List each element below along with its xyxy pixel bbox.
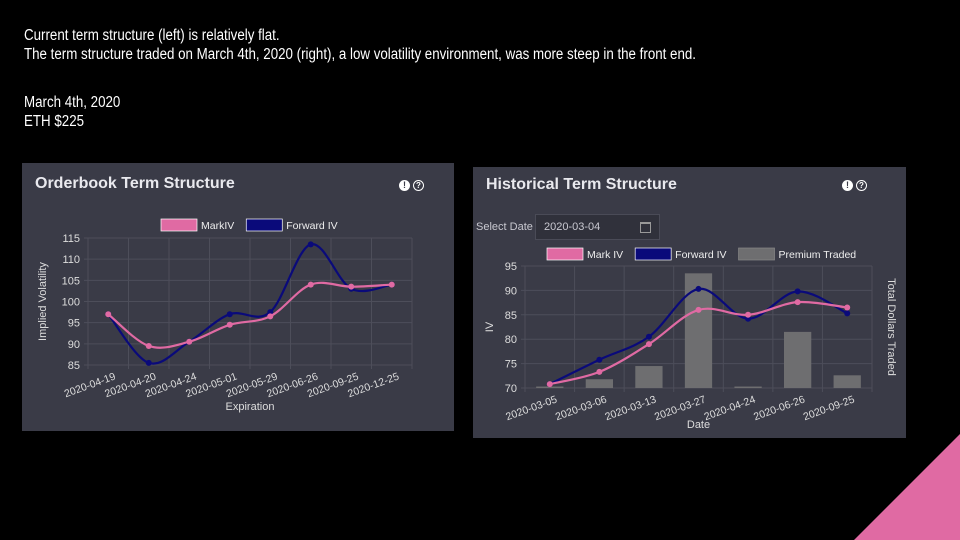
legend-label: Mark IV (587, 249, 623, 261)
data-point (307, 281, 314, 288)
data-point (267, 309, 274, 316)
x-tick-label: 2020-03-06 (554, 393, 609, 423)
y-tick-label: 90 (505, 285, 517, 297)
exclamation-icon[interactable]: ! (399, 180, 410, 191)
data-point (844, 304, 851, 311)
historical-chart: 70 75 80 85 90 95 2020-03-052020-03-062020-03-… (484, 247, 897, 431)
premium-bar (734, 386, 762, 388)
panel-title: Orderbook Term Structure (35, 175, 235, 192)
data-point (105, 311, 112, 318)
data-point (645, 341, 652, 348)
premium-bar (635, 366, 663, 388)
x-axis-label: Date (687, 419, 710, 431)
y-tick-label: 95 (505, 261, 517, 273)
y-tick-label: 100 (62, 297, 80, 309)
y-tick-label: 75 (505, 359, 517, 371)
y-axis-label: Implied Volatility (37, 262, 49, 341)
data-point (645, 333, 652, 340)
exclamation-icon[interactable]: ! (842, 180, 853, 191)
legend-swatch (546, 247, 584, 261)
y-axis-label: IV (484, 321, 496, 332)
legend-swatch (160, 218, 198, 232)
historical-panel: Historical Term Structure ! ? Select Dat… (473, 167, 906, 438)
data-point (596, 356, 603, 363)
legend-swatch (245, 218, 283, 232)
legend-swatch (738, 247, 775, 261)
panel-title: Historical Term Structure (486, 176, 677, 193)
legend-label: MarkIV (201, 220, 234, 232)
accent-triangle (854, 434, 960, 540)
date-value: 2020-03-04 (544, 221, 601, 233)
y-tick-label: 110 (62, 254, 80, 266)
slide-line-1: Current term structure (left) is relativ… (24, 27, 280, 44)
data-point (226, 321, 233, 328)
premium-bar (536, 386, 564, 388)
data-point (145, 359, 152, 366)
orderbook-panel: Orderbook Term Structure ! ? 85 90 95 100 10… (22, 163, 454, 431)
legend-label: Forward IV (286, 220, 337, 232)
data-point (226, 311, 233, 318)
data-point (307, 241, 314, 248)
data-point (546, 381, 553, 388)
y-tick-label: 105 (62, 275, 80, 287)
y-tick-label: 115 (62, 233, 80, 245)
legend-label: Forward IV (675, 249, 726, 261)
y2-axis-label: Total Dollars Traded (885, 278, 897, 376)
y-tick-label: 85 (68, 360, 80, 372)
data-point (695, 306, 702, 313)
help-icon[interactable]: ? (413, 180, 424, 191)
y-tick-label: 95 (68, 318, 80, 330)
premium-bar (784, 331, 812, 388)
y-tick-label: 70 (505, 383, 517, 395)
help-icon[interactable]: ? (856, 180, 867, 191)
premium-bar (585, 379, 613, 388)
data-point (844, 310, 851, 317)
slide-line-4: ETH $225 (24, 113, 85, 130)
data-point (596, 368, 603, 375)
data-point (145, 342, 152, 349)
data-point (745, 311, 752, 318)
data-point (348, 283, 355, 290)
calendar-icon[interactable] (640, 222, 651, 233)
y-tick-label: 85 (505, 310, 517, 322)
orderbook-chart: 8590951001051101152020-04-192020-04-2020… (37, 218, 413, 413)
date-picker-input[interactable]: 2020-03-04 (535, 214, 660, 240)
slide-line-3: March 4th, 2020 (24, 94, 121, 111)
x-tick-label: 2020-09-25 (802, 393, 857, 423)
legend-swatch (634, 247, 672, 261)
x-axis-label: Expiration (226, 401, 275, 413)
x-tick-label: 2020-04-24 (703, 393, 758, 423)
x-tick-label: 2020-03-05 (504, 393, 559, 423)
data-point (267, 313, 274, 320)
slide-line-2: The term structure traded on March 4th, … (24, 46, 697, 63)
data-point (388, 281, 395, 288)
y-tick-label: 90 (68, 339, 80, 351)
x-tick-label: 2020-06-26 (752, 393, 807, 423)
premium-bar (833, 375, 861, 388)
data-point (186, 338, 193, 345)
data-point (695, 285, 702, 292)
data-point (794, 299, 801, 306)
data-point (794, 288, 801, 295)
x-tick-label: 2020-03-13 (603, 393, 658, 423)
legend-label: Premium Traded (779, 249, 857, 261)
select-date-label: Select Date (476, 221, 533, 233)
series-line (107, 281, 392, 349)
y-tick-label: 80 (505, 334, 517, 346)
